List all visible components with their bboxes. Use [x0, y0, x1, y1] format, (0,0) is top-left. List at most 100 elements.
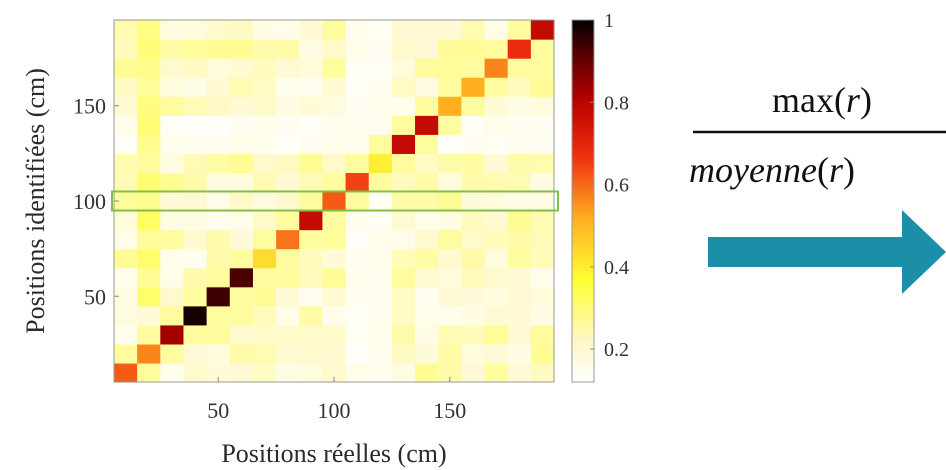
x-axis-label: Positions réelles (cm) [221, 439, 446, 468]
heatmap-cell [438, 305, 462, 326]
heatmap-cell [299, 20, 324, 40]
heatmap-cell [415, 343, 439, 364]
y-tick-label: 100 [73, 189, 106, 214]
heatmap-diagonal-cell [229, 267, 254, 288]
heatmap-cell [415, 324, 439, 345]
heatmap-cell [137, 324, 161, 345]
heatmap-cell [391, 362, 416, 383]
heatmap-cell [461, 324, 486, 345]
heatmap-cell [183, 134, 208, 154]
heatmap-cell [183, 115, 208, 135]
x-tick-label: 150 [433, 398, 466, 423]
heatmap-cell [229, 229, 254, 250]
x-tick-label: 50 [207, 398, 229, 423]
heatmap-cell [530, 39, 555, 59]
heatmap-cell [276, 58, 300, 78]
heatmap-cell [507, 305, 532, 326]
heatmap-cell [276, 20, 300, 40]
heatmap-cell [229, 343, 254, 364]
heatmap-cell [229, 362, 254, 383]
heatmap-cell [530, 153, 555, 174]
heatmap-diagonal-cell [345, 172, 370, 193]
heatmap-cell [415, 153, 439, 174]
heatmap-cell [530, 191, 555, 212]
heatmap-cell [507, 77, 532, 97]
heatmap-diagonal-cell [160, 324, 185, 345]
heatmap-cell [507, 134, 532, 154]
heatmap-cell [438, 229, 462, 250]
heatmap-cell [276, 191, 300, 212]
heatmap-cell [183, 96, 208, 116]
heatmap-cell [114, 248, 138, 269]
heatmap-diagonal-cell [183, 305, 208, 326]
heatmap-cell [415, 172, 439, 193]
heatmap-cell [160, 39, 185, 59]
ratio-formula: max(r) moyenne(r) [689, 80, 946, 190]
heatmap-cell [322, 248, 347, 269]
heatmap-cell [114, 210, 138, 231]
heatmap-cell [160, 210, 185, 231]
heatmap-cell [530, 172, 555, 193]
heatmap-cell [484, 286, 509, 307]
heatmap-cell [415, 39, 439, 59]
heatmap-plot [114, 20, 555, 383]
heatmap-cell [206, 115, 231, 135]
heatmap-cell [252, 96, 277, 116]
heatmap-cell [299, 286, 324, 307]
heatmap-cell [415, 58, 439, 78]
heatmap-cell [114, 115, 138, 135]
heatmap-cell [345, 134, 370, 154]
heatmap-cell [114, 172, 138, 193]
heatmap-cell [461, 115, 486, 135]
heatmap-cell [507, 153, 532, 174]
heatmap-cell [368, 324, 393, 345]
heatmap-cell [276, 248, 300, 269]
heatmap-cell [229, 286, 254, 307]
heatmap-cell [391, 324, 416, 345]
heatmap-cell [438, 115, 462, 135]
heatmap-cell [368, 248, 393, 269]
heatmap-diagonal-cell [276, 229, 300, 250]
heatmap-cell [391, 305, 416, 326]
heatmap-cell [183, 191, 208, 212]
heatmap-cell [160, 248, 185, 269]
heatmap-cell [206, 210, 231, 231]
heatmap-cell [276, 172, 300, 193]
heatmap-cell [160, 58, 185, 78]
heatmap-cell [206, 77, 231, 97]
heatmap-cell [299, 96, 324, 116]
heatmap-cell [206, 172, 231, 193]
heatmap-cell [299, 134, 324, 154]
heatmap-cell [299, 229, 324, 250]
heatmap-cell [415, 96, 439, 116]
heatmap-cell [206, 20, 231, 40]
heatmap-cell [114, 153, 138, 174]
heatmap-cell [137, 58, 161, 78]
heatmap-cell [461, 286, 486, 307]
heatmap-cell [484, 248, 509, 269]
heatmap-cell [438, 77, 462, 97]
heatmap-cell [229, 324, 254, 345]
heatmap-cell [276, 267, 300, 288]
heatmap-cell [461, 96, 486, 116]
heatmap-cell [137, 20, 161, 40]
heatmap-cell [507, 191, 532, 212]
heatmap-cell [345, 248, 370, 269]
heatmap-diagonal-cell [415, 115, 439, 135]
heatmap-cell [530, 362, 555, 383]
heatmap-cell [507, 210, 532, 231]
heatmap-diagonal-cell [322, 191, 347, 212]
heatmap-cell [160, 362, 185, 383]
heatmap-cell [137, 39, 161, 59]
heatmap-cell [484, 20, 509, 40]
heatmap-cell [206, 362, 231, 383]
heatmap-cell [206, 343, 231, 364]
heatmap-cell [345, 191, 370, 212]
colorbar-tick-label: 0.6 [604, 175, 629, 197]
heatmap-cell [322, 96, 347, 116]
colorbar-tick-label: 0.4 [604, 257, 629, 279]
heatmap-cell [322, 77, 347, 97]
heatmap-cell [299, 191, 324, 212]
heatmap-cell [461, 267, 486, 288]
